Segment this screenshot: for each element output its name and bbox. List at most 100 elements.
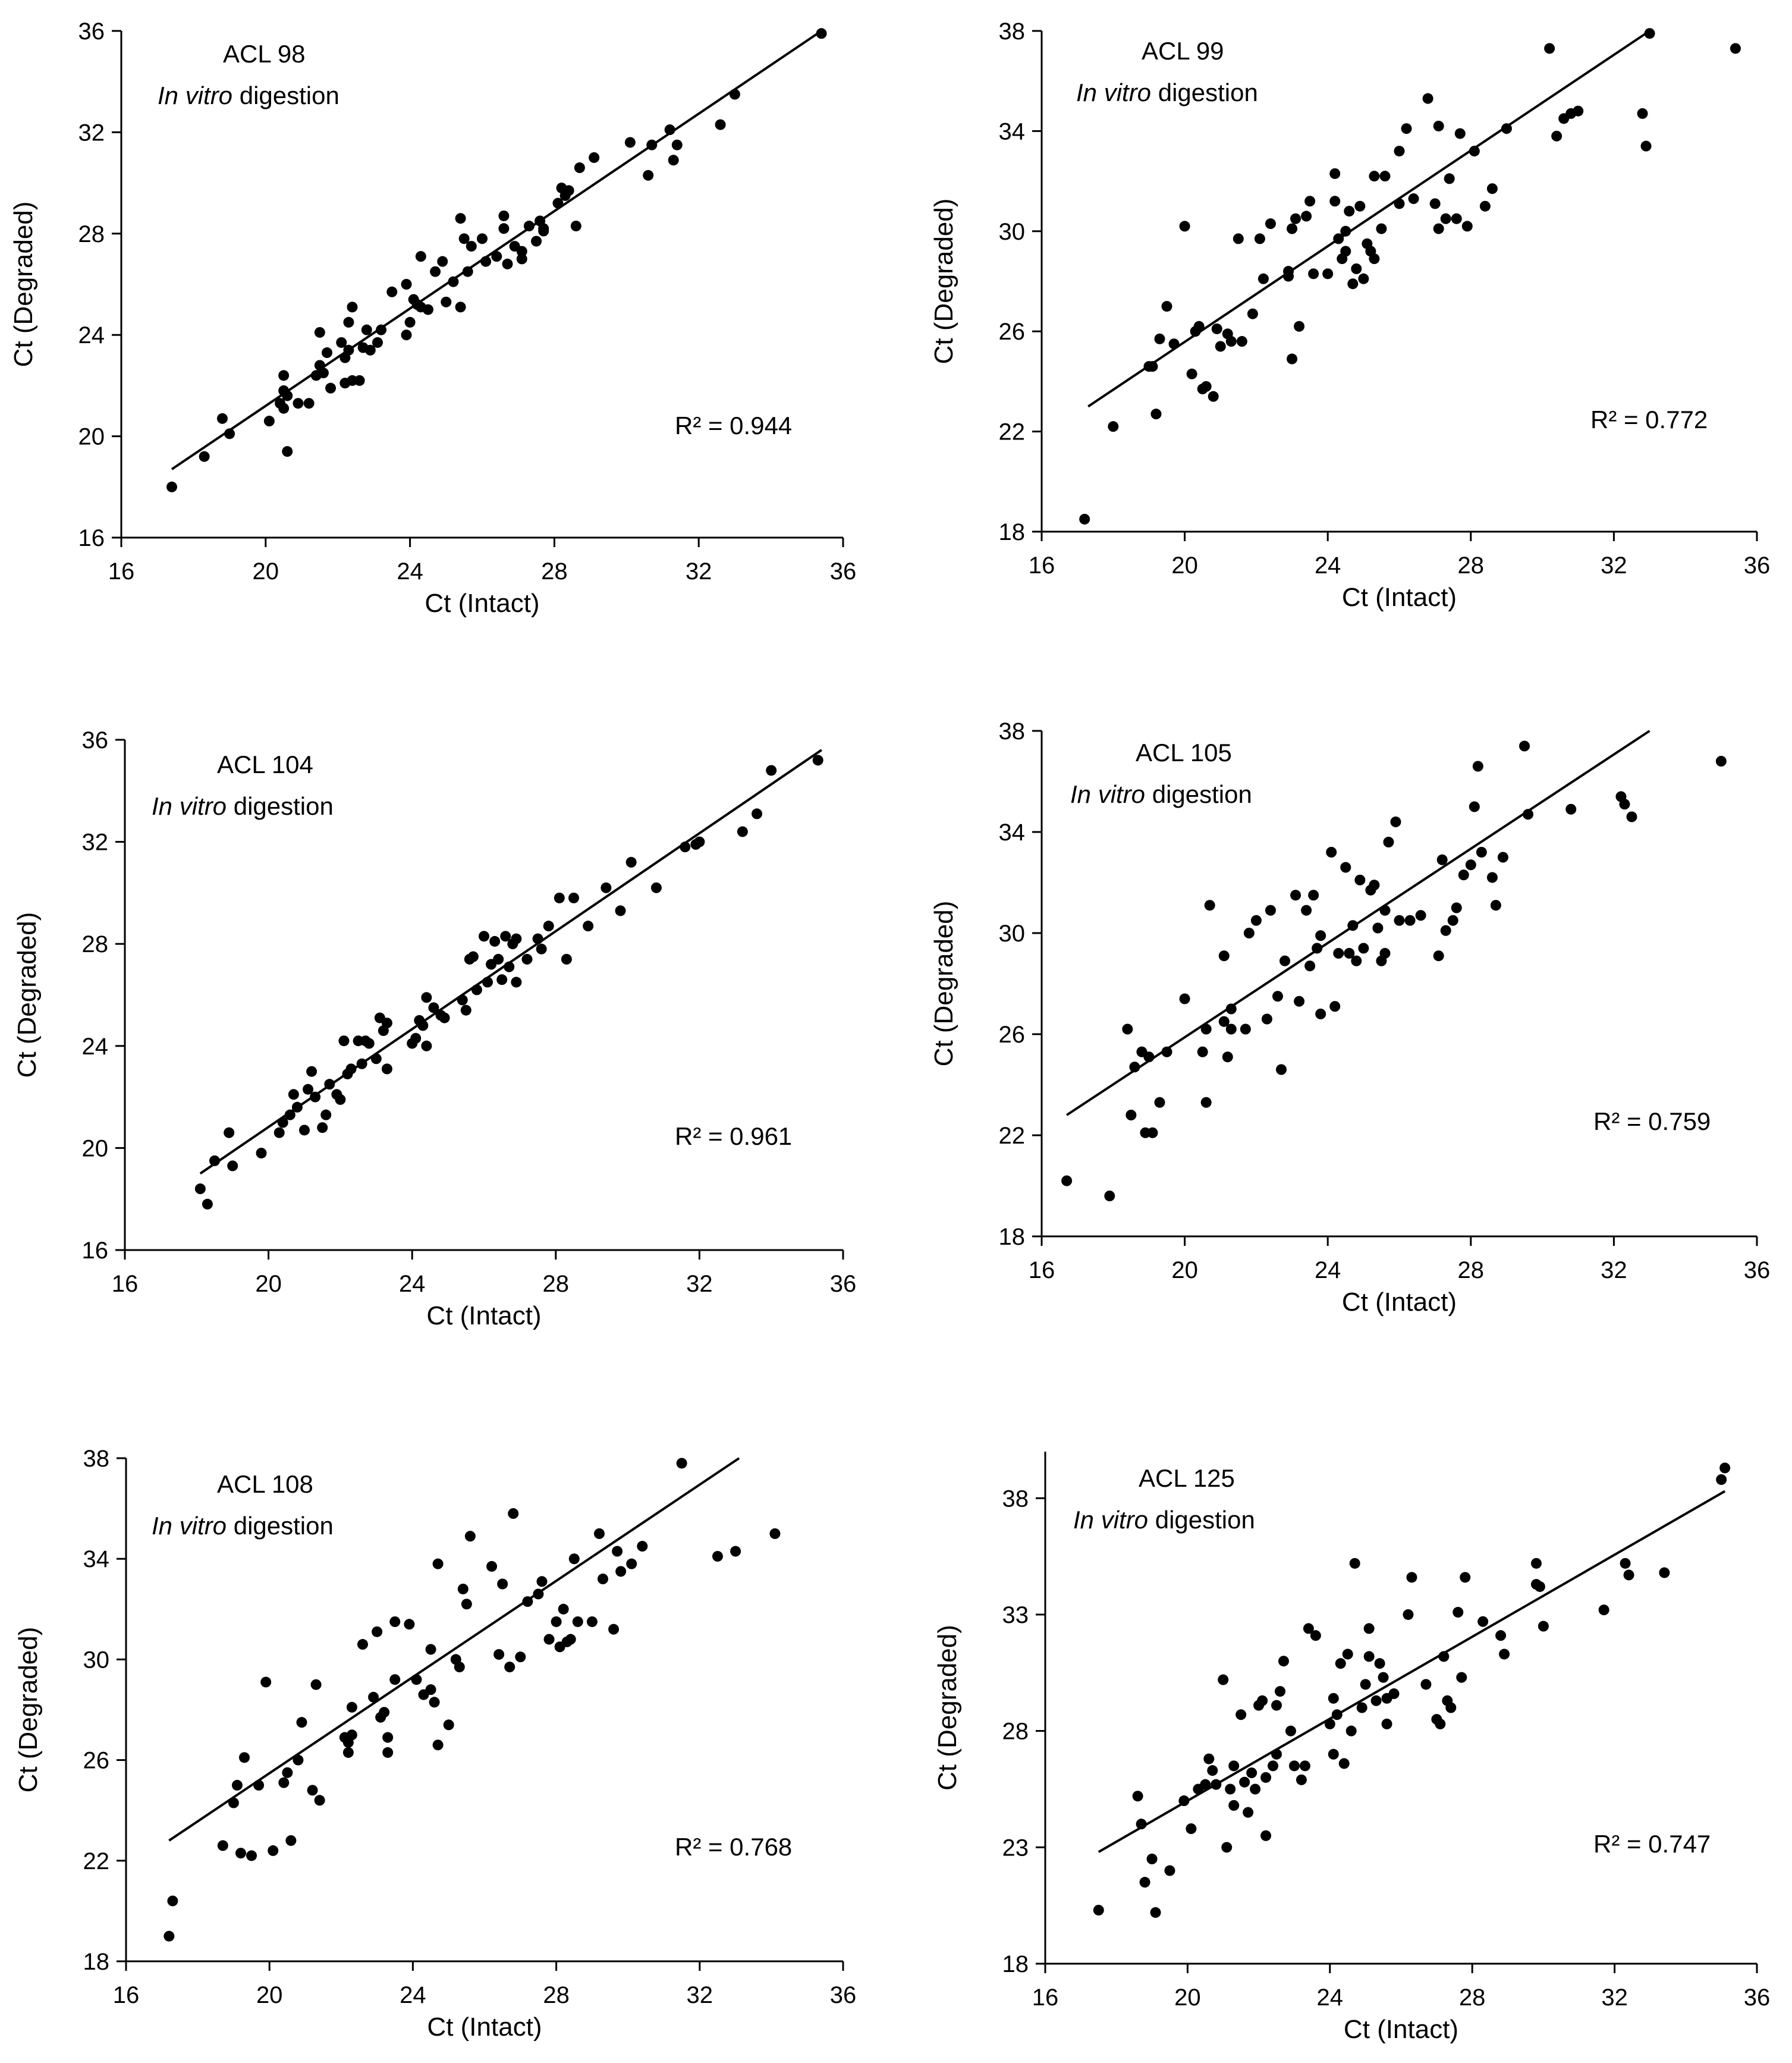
data-point: [715, 119, 726, 130]
data-point: [1161, 301, 1172, 312]
y-tick-label: 22: [999, 419, 1026, 445]
data-point: [1303, 1623, 1314, 1634]
y-tick-label: 23: [1002, 1835, 1029, 1861]
data-point: [278, 1777, 290, 1788]
data-point: [1265, 905, 1276, 916]
data-point: [1354, 200, 1366, 212]
data-point: [354, 375, 365, 386]
data-point: [1328, 1748, 1339, 1760]
data-point: [1150, 409, 1162, 420]
data-point: [410, 1032, 422, 1044]
data-point: [356, 1058, 367, 1069]
data-point: [593, 1528, 605, 1539]
x-tick-label: 24: [399, 1271, 426, 1297]
data-point: [314, 326, 325, 338]
y-tick-label: 24: [78, 322, 105, 348]
y-tick-label: 34: [83, 1546, 110, 1572]
data-point: [1429, 198, 1441, 209]
data-point: [401, 279, 412, 290]
data-point: [429, 1697, 440, 1708]
data-point: [320, 1109, 332, 1120]
data-point: [498, 210, 510, 221]
data-point: [558, 1603, 569, 1615]
y-tick-label: 20: [82, 1135, 109, 1161]
data-point: [448, 276, 459, 287]
data-point: [1312, 943, 1323, 954]
data-point: [574, 162, 585, 174]
data-point: [1401, 123, 1412, 134]
y-tick-label: 33: [1002, 1602, 1029, 1628]
data-point: [563, 185, 574, 196]
data-point: [624, 137, 636, 148]
data-point: [458, 233, 470, 244]
data-point: [1461, 221, 1473, 232]
data-point: [1497, 852, 1508, 863]
data-point: [497, 1578, 508, 1590]
data-point: [597, 1574, 608, 1585]
data-point: [1200, 1779, 1211, 1790]
x-tick-label: 28: [541, 558, 568, 585]
data-point: [1342, 1648, 1353, 1660]
data-point: [363, 1038, 375, 1049]
data-point: [680, 841, 691, 853]
data-point: [1465, 859, 1476, 871]
data-point: [1620, 1558, 1631, 1569]
y-tick-label: 38: [1002, 1486, 1029, 1512]
data-point: [1458, 869, 1469, 881]
data-point: [1640, 140, 1652, 152]
data-point: [1215, 341, 1226, 352]
y-axis-label: Ct (Degraded): [9, 202, 38, 368]
data-point: [1453, 1607, 1464, 1618]
chart-title: ACL 104: [217, 751, 313, 778]
data-point: [712, 1550, 723, 1562]
data-point: [421, 1040, 432, 1051]
data-point: [668, 155, 679, 166]
x-tick-label: 36: [830, 1982, 857, 2008]
data-point: [1406, 1572, 1417, 1583]
data-point: [296, 1717, 307, 1728]
data-point: [1207, 1765, 1218, 1776]
data-point: [1193, 321, 1205, 332]
data-point: [1440, 213, 1451, 224]
data-point: [1344, 206, 1355, 217]
data-point: [586, 1616, 598, 1627]
subtitle-italic: In vitro: [1076, 78, 1151, 106]
data-point: [1326, 847, 1337, 858]
data-point: [538, 223, 549, 234]
data-point: [504, 961, 515, 972]
data-point: [314, 1795, 325, 1806]
data-point: [372, 1626, 383, 1637]
y-tick-label: 24: [82, 1034, 109, 1060]
data-point: [1218, 950, 1230, 962]
data-point: [1626, 811, 1637, 822]
subtitle-rest: digestion: [227, 792, 334, 820]
data-point: [342, 1747, 354, 1758]
x-tick-label: 24: [1315, 552, 1341, 579]
data-point: [224, 428, 235, 439]
data-point: [278, 403, 290, 414]
data-point: [382, 1732, 394, 1743]
data-point: [439, 1012, 450, 1023]
data-point: [317, 368, 329, 379]
data-point: [389, 1674, 401, 1685]
data-point: [1538, 1621, 1549, 1632]
data-point: [504, 1662, 515, 1673]
subtitle-italic: In vitro: [152, 792, 227, 820]
data-point: [1460, 1572, 1471, 1583]
x-axis-label: Ct (Intact): [425, 589, 539, 618]
data-point: [646, 139, 658, 150]
y-tick-label: 16: [82, 1238, 109, 1264]
data-point: [346, 1701, 357, 1713]
data-point: [671, 139, 683, 150]
data-point: [1379, 948, 1391, 959]
y-axis-label: Ct (Degraded): [14, 1627, 43, 1793]
data-point: [1239, 1776, 1250, 1788]
data-point: [455, 302, 466, 313]
data-point: [425, 1684, 436, 1695]
data-point: [1394, 198, 1405, 209]
r-squared-label: R² = 0.772: [1590, 406, 1708, 434]
data-point: [404, 316, 416, 328]
data-point: [422, 304, 433, 315]
x-tick-label: 16: [1029, 1257, 1055, 1283]
